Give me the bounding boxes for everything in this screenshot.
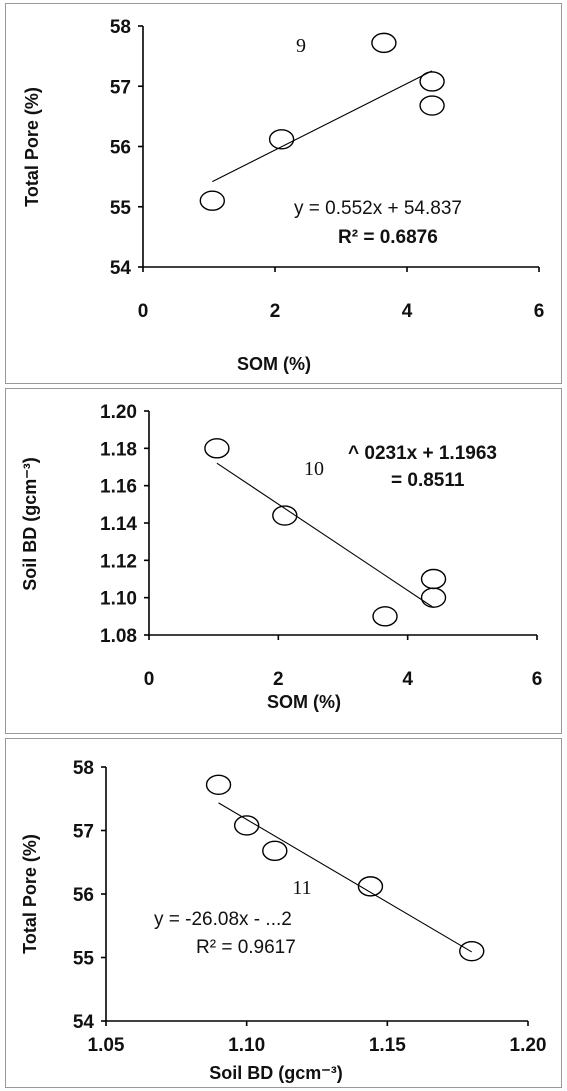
- x-tick-label: 0: [138, 301, 149, 322]
- y-tick-label: 58: [73, 758, 94, 779]
- y-axis-title: Total Pore (%): [20, 834, 40, 954]
- y-tick-label: 1.10: [100, 589, 137, 610]
- y-axis-title: Total Pore (%): [22, 87, 42, 207]
- trendline-equation: ^ 0231x + 1.1963: [348, 443, 497, 464]
- scatter-plot-som-vs-soil-bd: 1.08 1.10 1.12 1.14 1.16 1.18 1.20 0 2 4 6 Soil BD …: [20, 402, 543, 712]
- r-squared-label: = 0.8511: [391, 470, 465, 491]
- data-point: [205, 774, 232, 795]
- x-tick-label: 2: [270, 301, 281, 322]
- x-tick-label: 2: [273, 669, 284, 690]
- x-tick-label: 1.15: [369, 1035, 406, 1056]
- trendline-equation: y = -26.08x - ...2: [154, 909, 292, 930]
- data-point: [272, 505, 298, 526]
- data-point: [419, 71, 445, 92]
- x-axis-title: Soil BD (gcm⁻³): [209, 1063, 343, 1083]
- trendline-equation: y = 0.552x + 54.837: [294, 198, 462, 219]
- x-tick-label: 6: [534, 301, 545, 322]
- scatter-plot-soil-bd-vs-total-pore: 54 55 56 57 58 1.05 1.10 1.15 1.20 Total Pore (%)…: [20, 758, 547, 1083]
- scatter-plot-som-vs-total-pore: 54 55 56 57 58 0 2 4 6 Total Pore (%) SOM (%) y = 0…: [22, 17, 545, 374]
- y-tick-label: 1.14: [100, 514, 137, 535]
- x-tick-label: 4: [402, 301, 413, 322]
- y-tick-label: 55: [73, 949, 95, 970]
- data-point: [268, 129, 295, 150]
- x-tick-label: 1.05: [88, 1035, 125, 1056]
- trendline: [212, 70, 433, 183]
- data-point: [199, 190, 226, 211]
- data-point: [371, 32, 397, 54]
- y-tick-label: 1.18: [100, 439, 137, 460]
- data-point: [262, 840, 288, 862]
- data-point: [419, 95, 445, 116]
- x-axis-title: SOM (%): [267, 692, 341, 712]
- data-point: [420, 568, 447, 590]
- data-point: [372, 606, 398, 627]
- data-point: [420, 587, 447, 608]
- y-tick-label: 58: [110, 17, 131, 38]
- figure-number: 11: [292, 877, 311, 899]
- y-tick-label: 1.08: [100, 626, 137, 647]
- x-axis-title: SOM (%): [237, 354, 311, 374]
- data-point: [357, 876, 384, 897]
- trendline: [218, 802, 473, 953]
- y-axis-title: Soil BD (gcm⁻³): [20, 457, 40, 591]
- y-tick-label: 56: [110, 138, 131, 159]
- y-tick-label: 57: [110, 77, 131, 98]
- x-tick-label: 0: [144, 669, 155, 690]
- trendline: [216, 462, 434, 609]
- figure-number: 9: [296, 35, 306, 57]
- x-tick-label: 1.10: [228, 1035, 265, 1056]
- chart-panel-som-soil-bd: 1.08 1.10 1.12 1.14 1.16 1.18 1.20 0 2 4 6 Soil BD …: [5, 388, 562, 734]
- x-tick-label: 4: [402, 669, 413, 690]
- y-tick-label: 1.20: [100, 402, 137, 423]
- x-tick-label: 1.20: [510, 1035, 547, 1056]
- y-tick-label: 1.16: [100, 477, 137, 498]
- r-squared-label: R² = 0.6876: [338, 227, 438, 248]
- chart-panel-soil-bd-total-pore: 54 55 56 57 58 1.05 1.10 1.15 1.20 Total Pore (%)…: [5, 738, 562, 1088]
- x-tick-label: 6: [532, 669, 543, 690]
- y-tick-label: 1.12: [100, 551, 137, 572]
- y-tick-label: 54: [110, 258, 132, 279]
- figure-number: 10: [304, 458, 324, 480]
- y-tick-label: 57: [73, 822, 94, 843]
- data-point: [233, 815, 260, 836]
- r-squared-label: R² = 0.9617: [196, 937, 296, 958]
- data-point: [204, 438, 230, 459]
- data-point: [459, 940, 485, 962]
- y-tick-label: 55: [110, 198, 132, 219]
- y-tick-label: 54: [73, 1012, 95, 1033]
- chart-panel-som-total-pore: 54 55 56 57 58 0 2 4 6 Total Pore (%) SOM (%) y = 0…: [5, 3, 562, 384]
- y-tick-label: 56: [73, 885, 94, 906]
